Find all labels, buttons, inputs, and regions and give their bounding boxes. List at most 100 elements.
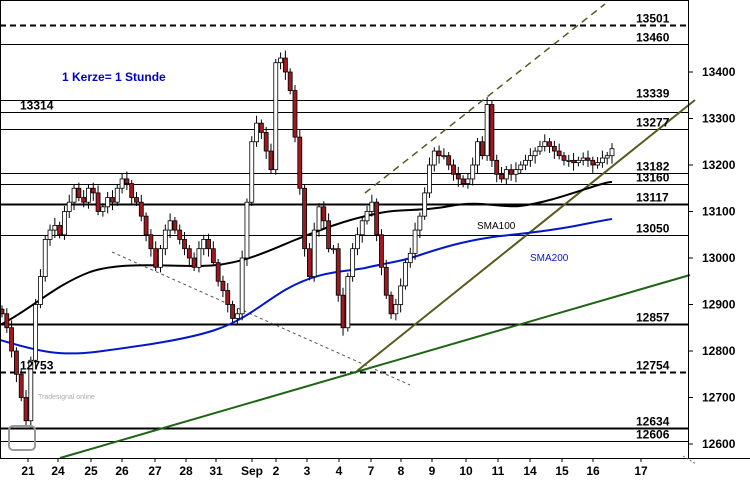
candle-body xyxy=(556,150,562,157)
candle-body xyxy=(196,248,202,268)
candle-body xyxy=(355,234,360,250)
candle-body xyxy=(234,313,240,319)
candle-body xyxy=(119,178,125,189)
candle-body xyxy=(571,159,576,164)
candle-body xyxy=(302,187,307,250)
candle-body xyxy=(172,220,178,231)
candle-body xyxy=(609,148,615,157)
candle-body xyxy=(532,150,538,157)
candle-body xyxy=(191,257,197,268)
x-tick-label: 28 xyxy=(179,464,193,478)
x-tick-label: 26 xyxy=(115,464,129,478)
candle-body xyxy=(134,197,139,203)
candle-body xyxy=(263,132,269,152)
candle-body xyxy=(508,169,514,175)
y-tick-label: 13300 xyxy=(702,112,736,126)
candle-body xyxy=(177,229,183,240)
x-tick-label: 24 xyxy=(51,464,65,478)
candle-body xyxy=(28,359,34,422)
candle-note: 1 Kerze= 1 Stunde xyxy=(62,70,166,84)
candle-body xyxy=(114,187,120,203)
level-label: 12754 xyxy=(636,359,670,373)
candle-body xyxy=(47,229,53,240)
candle-body xyxy=(427,164,432,194)
trendline-long xyxy=(59,274,691,459)
candle-body xyxy=(311,229,317,278)
candle-body xyxy=(431,150,437,166)
candle-body xyxy=(359,220,365,236)
candle-body xyxy=(537,145,543,152)
x-tick-label: 2 xyxy=(273,464,280,478)
candle-body xyxy=(331,248,336,251)
candle-body xyxy=(90,187,96,194)
x-tick-label: 16 xyxy=(586,464,600,478)
candle-body xyxy=(297,136,303,189)
watermark-text: Tradesignal online xyxy=(38,394,95,401)
x-tick-label: 3 xyxy=(304,464,311,478)
candle-body xyxy=(71,187,77,203)
candle-body xyxy=(489,104,495,161)
y-tick-label: 12700 xyxy=(702,391,736,405)
candle-body xyxy=(580,157,586,161)
candle-body xyxy=(76,187,82,198)
candle-body xyxy=(158,248,163,268)
candle-body xyxy=(42,238,48,277)
candle-body xyxy=(595,162,600,166)
y-tick-label: 12600 xyxy=(702,437,736,451)
candle-body xyxy=(422,192,428,217)
x-tick-label: Sep xyxy=(241,464,263,478)
trendline-support xyxy=(356,99,696,372)
candle-body xyxy=(451,164,456,175)
x-tick-label: 8 xyxy=(398,464,405,478)
x-tick-label: 31 xyxy=(209,464,223,478)
candle-body xyxy=(604,155,610,159)
sma200-line xyxy=(0,218,613,355)
candle-body xyxy=(470,164,476,180)
candle-body xyxy=(38,276,43,305)
candle-body xyxy=(436,150,442,157)
candle-body xyxy=(182,238,187,250)
candle-body xyxy=(162,229,168,250)
candle-body xyxy=(566,159,572,162)
candle-body xyxy=(503,169,509,180)
candle-body xyxy=(379,234,384,268)
candle-body xyxy=(220,280,226,291)
candle-body xyxy=(148,234,154,250)
x-tick-label: 25 xyxy=(84,464,98,478)
sma100-line xyxy=(0,181,613,326)
candle-body xyxy=(95,192,101,212)
candle-body xyxy=(215,262,221,282)
candle-body xyxy=(499,173,504,180)
candle-body xyxy=(350,248,356,277)
level-label-left: 13314 xyxy=(20,99,54,113)
y-tick-label: 12800 xyxy=(702,344,736,358)
watermark-box xyxy=(8,425,36,451)
candle-body xyxy=(599,157,605,164)
candle-body xyxy=(455,173,461,180)
candle-body xyxy=(292,90,298,138)
level-label: 12857 xyxy=(636,311,670,325)
x-tick-label: 14 xyxy=(523,464,537,478)
candle-body xyxy=(287,71,293,92)
candle-body xyxy=(441,155,447,158)
x-tick-label: 10 xyxy=(459,464,473,478)
level-label: 13501 xyxy=(636,12,670,26)
candle-body xyxy=(138,201,144,217)
level-label: 13182 xyxy=(636,160,670,174)
candle-body xyxy=(551,145,557,152)
level-lines xyxy=(0,24,688,442)
candle-body xyxy=(0,308,5,315)
level-label: 12606 xyxy=(636,428,670,442)
candle-body xyxy=(393,304,399,315)
level-label: 13277 xyxy=(636,116,670,130)
x-tick-label: 21 xyxy=(21,464,35,478)
x-tick-label: 9 xyxy=(429,464,436,478)
candle-body xyxy=(57,225,63,236)
sma200-label: SMA200 xyxy=(530,253,569,264)
candle-body xyxy=(460,178,466,184)
x-tick-label: 17 xyxy=(634,464,648,478)
x-tick-label: 4 xyxy=(336,464,343,478)
candle-body xyxy=(18,373,24,398)
